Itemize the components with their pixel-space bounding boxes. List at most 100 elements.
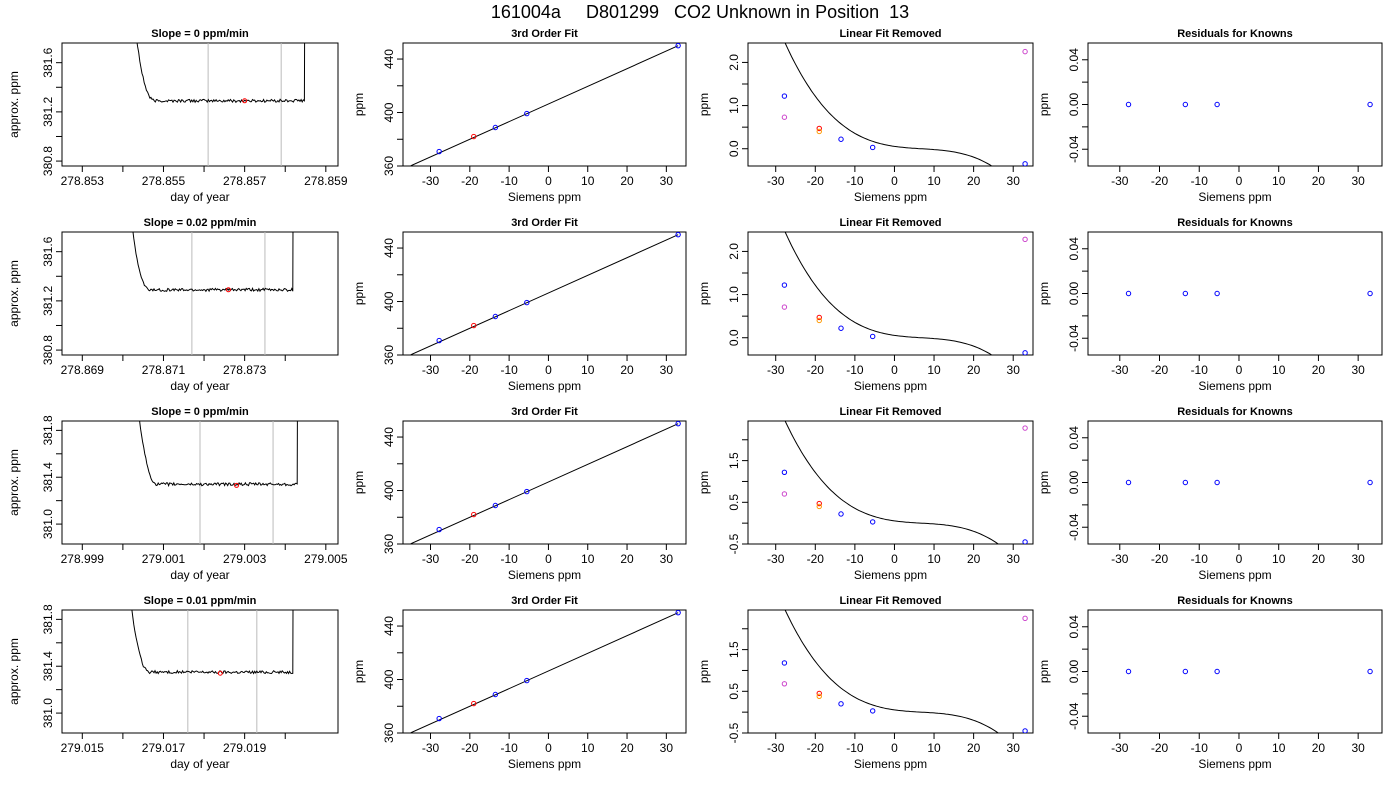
- x-axis-label: Siemens ppm: [1198, 379, 1271, 393]
- y-tick-label: 2.0: [727, 243, 741, 260]
- panel-title: Residuals for Knowns: [1177, 595, 1293, 607]
- x-axis-label: Siemens ppm: [854, 379, 927, 393]
- x-tick-label: 30: [660, 363, 674, 377]
- x-tick-label: 279.017: [142, 741, 186, 755]
- fit-line: [410, 234, 679, 355]
- y-axis-label: approx. ppm: [7, 449, 21, 516]
- data-point: [1214, 668, 1220, 675]
- data-point: [781, 114, 788, 120]
- y-tick-label: 0.0: [727, 329, 741, 346]
- data-point: [492, 502, 499, 509]
- panel-r3-c2: 3rd Order Fit -30 -20 -10 0 10 20 30 360 400 440 Si…: [352, 406, 687, 582]
- panel-r4-c2: 3rd Order Fit -30 -20 -10 0 10 20 30 360 400 440 Si…: [352, 595, 687, 771]
- page-title: 161004a D801299 CO2 Unknown in Position …: [490, 2, 910, 22]
- y-tick-label: 360: [382, 723, 396, 743]
- y-tick-label: 381.2: [41, 286, 55, 316]
- x-tick-label: -20: [1151, 741, 1169, 755]
- y-tick-label: 0.5: [727, 494, 741, 511]
- panel-title: Linear Fit Removed: [839, 406, 941, 418]
- y-tick-label: 2.0: [727, 54, 741, 71]
- data-point: [1022, 539, 1028, 544]
- data-point: [471, 322, 477, 329]
- x-tick-label: 0: [1236, 741, 1243, 755]
- x-tick-label: 20: [1312, 174, 1326, 188]
- x-tick-label: 0: [545, 552, 552, 566]
- x-tick-label: -10: [846, 174, 864, 188]
- x-tick-label: 30: [1351, 363, 1365, 377]
- data-point: [816, 314, 822, 321]
- x-tick-label: 20: [620, 552, 634, 566]
- mean-marker: [225, 287, 231, 293]
- panel-title: Residuals for Knowns: [1177, 28, 1293, 40]
- x-tick-label: -30: [422, 552, 440, 566]
- y-tick-label: 381.8: [41, 604, 55, 634]
- data-point: [1022, 48, 1028, 55]
- y-tick-label: -0.04: [1067, 702, 1081, 730]
- x-axis-label: Siemens ppm: [1198, 568, 1271, 582]
- plot-frame: [402, 42, 687, 167]
- x-tick-label: 278.853: [61, 174, 105, 188]
- x-tick-label: 10: [1272, 741, 1286, 755]
- x-tick-label: 10: [581, 174, 595, 188]
- plot-area: [132, 232, 294, 355]
- x-axis-label: Siemens ppm: [854, 190, 927, 204]
- fit-curve: [784, 43, 993, 166]
- x-axis-label: Siemens ppm: [854, 568, 927, 582]
- x-tick-label: 278.859: [304, 174, 348, 188]
- x-axis-label: Siemens ppm: [508, 568, 581, 582]
- data-point: [816, 317, 822, 324]
- y-tick-label: 0.04: [1067, 615, 1081, 639]
- x-tick-label: 30: [660, 174, 674, 188]
- x-tick-label: 30: [1351, 741, 1365, 755]
- concentration-trace: [131, 610, 294, 675]
- x-tick-label: 20: [1312, 363, 1326, 377]
- x-tick-label: 30: [1007, 363, 1021, 377]
- panel-title: 3rd Order Fit: [511, 595, 578, 607]
- plot-frame: [1087, 420, 1383, 545]
- x-tick-label: -30: [422, 363, 440, 377]
- y-axis-label: ppm: [352, 282, 366, 305]
- y-tick-label: -0.04: [1067, 513, 1081, 541]
- x-tick-label: 0: [891, 174, 898, 188]
- data-point: [781, 491, 788, 497]
- x-axis-label: day of year: [170, 757, 229, 771]
- x-tick-label: -30: [1111, 552, 1129, 566]
- x-tick-label: -30: [1111, 174, 1129, 188]
- plot-area: [781, 610, 1028, 733]
- data-point: [816, 125, 822, 132]
- x-tick-label: -20: [807, 363, 825, 377]
- y-tick-label: 0.00: [1067, 470, 1081, 494]
- plot-area: [410, 43, 681, 166]
- x-tick-label: -10: [1191, 552, 1209, 566]
- y-tick-label: 380.8: [41, 335, 55, 365]
- y-tick-label: 381.4: [41, 462, 55, 492]
- y-tick-label: 360: [382, 534, 396, 554]
- x-tick-label: 20: [620, 174, 634, 188]
- y-axis-label: ppm: [352, 660, 366, 683]
- panel-r2-c4: Residuals for Knowns -30 -20 -10 0 10 20 30 -0.0…: [1037, 217, 1383, 393]
- y-tick-label: 381.4: [41, 651, 55, 681]
- data-point: [492, 124, 499, 131]
- panel-title: Residuals for Knowns: [1177, 406, 1293, 418]
- x-tick-label: 30: [1351, 552, 1365, 566]
- x-tick-label: 0: [1236, 174, 1243, 188]
- x-tick-label: -20: [461, 741, 479, 755]
- panel-title: Residuals for Knowns: [1177, 217, 1293, 229]
- data-point: [524, 299, 530, 306]
- data-point: [816, 128, 822, 135]
- x-tick-label: 10: [927, 363, 941, 377]
- y-axis-label: approx. ppm: [7, 71, 21, 138]
- y-axis-label: ppm: [1037, 471, 1051, 494]
- plot-area: [410, 232, 681, 355]
- y-axis-label: ppm: [352, 93, 366, 116]
- y-tick-label: 0.04: [1067, 426, 1081, 450]
- x-axis-label: Siemens ppm: [1198, 757, 1271, 771]
- x-tick-label: 0: [1236, 552, 1243, 566]
- plot-frame: [747, 609, 1034, 734]
- panel-title: Slope = 0 ppm/min: [151, 406, 249, 418]
- panel-r3-c1: Slope = 0 ppm/min 278.999 279.001 279.003 27…: [7, 406, 348, 582]
- data-point: [675, 421, 681, 427]
- y-axis-label: ppm: [1037, 660, 1051, 683]
- x-tick-label: -30: [767, 363, 785, 377]
- y-axis-label: ppm: [697, 93, 711, 116]
